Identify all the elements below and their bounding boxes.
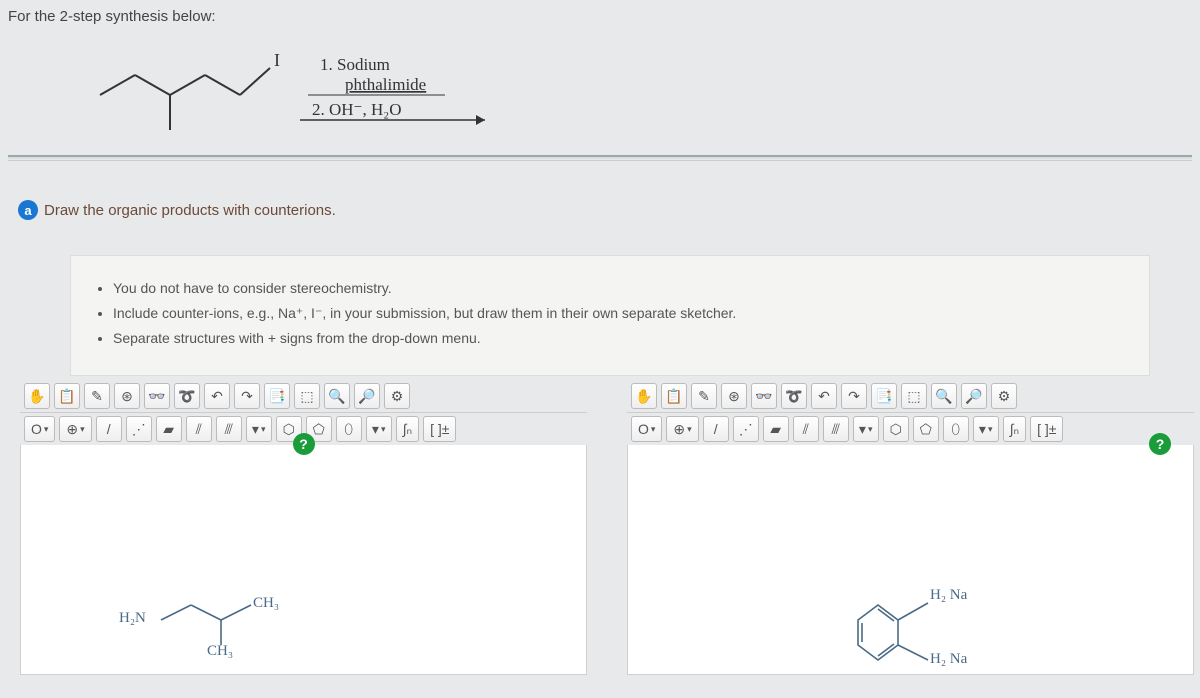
sn-button[interactable]: ∫ₙ <box>396 416 419 442</box>
chain-button[interactable]: ⬯ <box>943 416 969 442</box>
canvas-right[interactable]: ? H₂ Na H₂ Na <box>627 445 1194 675</box>
hand-tool-button[interactable]: ✋ <box>631 383 657 409</box>
charge-button[interactable]: [ ]± <box>423 416 456 442</box>
atom-button[interactable]: ⊛ <box>721 383 747 409</box>
copy-button[interactable]: 📑 <box>871 383 897 409</box>
benzene-button[interactable]: ⬡ <box>883 416 909 442</box>
iodine-label: I <box>274 50 280 70</box>
zoom-in-button[interactable]: 🔍 <box>931 383 957 409</box>
sketcher-left: ✋ 📋 ✎ ⊛ 👓 ➰ ↶ ↷ 📑 ⬚ 🔍 🔎 ⚙ O ⊕ / ⋰ ▰ ⫽ ⫻ … <box>20 380 587 675</box>
instruction-item: Separate structures with + signs from th… <box>113 328 1125 349</box>
part-label: a Draw the organic products with counter… <box>18 200 336 220</box>
charge-button[interactable]: [ ]± <box>1030 416 1063 442</box>
step1-label: 1. Sodium <box>320 55 390 74</box>
zoom-in-button[interactable]: 🔍 <box>324 383 350 409</box>
section-divider <box>8 155 1192 161</box>
redo-button[interactable]: ↷ <box>234 383 260 409</box>
toolbar-top-right: ✋ 📋 ✎ ⊛ 👓 ➰ ↶ ↷ 📑 ⬚ 🔍 🔎 ⚙ <box>627 380 1194 413</box>
zoom-out-button[interactable]: 🔎 <box>961 383 987 409</box>
double-bond-button[interactable]: ⫽ <box>793 416 819 442</box>
redo-button[interactable]: ↷ <box>841 383 867 409</box>
settings-button[interactable]: ⚙ <box>991 383 1017 409</box>
eraser-button[interactable]: ✎ <box>691 383 717 409</box>
h2na-bot-label: H₂ Na <box>930 651 967 668</box>
double-bond-button[interactable]: ⫽ <box>186 416 212 442</box>
chain-dropdown[interactable]: ▾ <box>973 416 999 442</box>
part-badge: a <box>18 200 38 220</box>
toolbar-top-left: ✋ 📋 ✎ ⊛ 👓 ➰ ↶ ↷ 📑 ⬚ 🔍 🔎 ⚙ <box>20 380 587 413</box>
glasses-button[interactable]: 👓 <box>144 383 170 409</box>
paste-button[interactable]: 📋 <box>661 383 687 409</box>
chain-dropdown[interactable]: ▾ <box>366 416 392 442</box>
instruction-item: You do not have to consider stereochemis… <box>113 278 1125 299</box>
marquee-button[interactable]: ⬚ <box>901 383 927 409</box>
ring-dropdown[interactable]: ▾ <box>246 416 272 442</box>
h2na-top-label: H₂ Na <box>930 587 967 604</box>
undo-button[interactable]: ↶ <box>811 383 837 409</box>
element-o-dropdown[interactable]: O <box>24 416 55 442</box>
wedge-bond-button[interactable]: ▰ <box>156 416 182 442</box>
hand-tool-button[interactable]: ✋ <box>24 383 50 409</box>
settings-button[interactable]: ⚙ <box>384 383 410 409</box>
glasses-button[interactable]: 👓 <box>751 383 777 409</box>
toolbar-bottom-right: O ⊕ / ⋰ ▰ ⫽ ⫻ ▾ ⬡ ⬠ ⬯ ▾ ∫ₙ [ ]± <box>627 413 1194 445</box>
instruction-item: Include counter-ions, e.g., Na⁺, I⁻, in … <box>113 303 1125 324</box>
single-bond-button[interactable]: / <box>703 416 729 442</box>
sketcher-right: ✋ 📋 ✎ ⊛ 👓 ➰ ↶ ↷ 📑 ⬚ 🔍 🔎 ⚙ O ⊕ / ⋰ ▰ ⫽ ⫻ … <box>627 380 1194 675</box>
wedge-bond-button[interactable]: ▰ <box>763 416 789 442</box>
triple-bond-button[interactable]: ⫻ <box>823 416 849 442</box>
chain-button[interactable]: ⬯ <box>336 416 362 442</box>
instructions-box: You do not have to consider stereochemis… <box>70 255 1150 376</box>
ring-dropdown[interactable]: ▾ <box>853 416 879 442</box>
triple-bond-button[interactable]: ⫻ <box>216 416 242 442</box>
sn-button[interactable]: ∫ₙ <box>1003 416 1026 442</box>
element-o-dropdown[interactable]: O <box>631 416 662 442</box>
part-title: Draw the organic products with counterio… <box>44 202 336 219</box>
reaction-scheme: I 1. Sodium phthalimide 2. OH⁻, H₂O <box>90 40 510 140</box>
lasso-button[interactable]: ➰ <box>781 383 807 409</box>
plus-dropdown[interactable]: ⊕ <box>666 416 698 442</box>
canvas-left[interactable]: ? H₂N CH₃ CH₃ <box>20 445 587 675</box>
cyclo-button[interactable]: ⬠ <box>913 416 939 442</box>
dotted-bond-button[interactable]: ⋰ <box>126 416 152 442</box>
step2-label: 2. OH⁻, H₂O <box>312 100 402 119</box>
question-text: For the 2-step synthesis below: <box>8 8 216 25</box>
plus-dropdown[interactable]: ⊕ <box>59 416 91 442</box>
undo-button[interactable]: ↶ <box>204 383 230 409</box>
dotted-bond-button[interactable]: ⋰ <box>733 416 759 442</box>
step1b-label: phthalimide <box>345 75 426 94</box>
paste-button[interactable]: 📋 <box>54 383 80 409</box>
ch3-label-b: CH₃ <box>207 643 233 660</box>
ch3-label-a: CH₃ <box>253 595 279 612</box>
eraser-button[interactable]: ✎ <box>84 383 110 409</box>
sketcher-row: ✋ 📋 ✎ ⊛ 👓 ➰ ↶ ↷ 📑 ⬚ 🔍 🔎 ⚙ O ⊕ / ⋰ ▰ ⫽ ⫻ … <box>20 380 1194 675</box>
atom-button[interactable]: ⊛ <box>114 383 140 409</box>
lasso-button[interactable]: ➰ <box>174 383 200 409</box>
zoom-out-button[interactable]: 🔎 <box>354 383 380 409</box>
single-bond-button[interactable]: / <box>96 416 122 442</box>
copy-button[interactable]: 📑 <box>264 383 290 409</box>
marquee-button[interactable]: ⬚ <box>294 383 320 409</box>
nh2-label: H₂N <box>119 610 146 627</box>
